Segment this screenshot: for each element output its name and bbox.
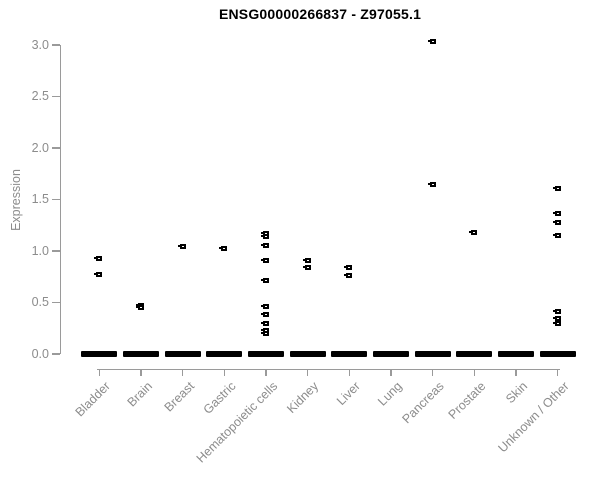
y-tick-label: 2.0 xyxy=(31,140,49,155)
zero-expression-bar xyxy=(456,351,493,357)
y-tick-label: 3.0 xyxy=(31,37,49,52)
data-point xyxy=(552,185,561,191)
data-point xyxy=(135,305,144,311)
x-tick xyxy=(556,368,559,376)
zero-expression-bar xyxy=(206,351,243,357)
y-tick xyxy=(52,44,60,46)
zero-expression-bar xyxy=(331,351,368,357)
y-tick-label: 0.0 xyxy=(31,346,49,361)
data-point xyxy=(302,257,311,263)
data-point xyxy=(260,312,269,318)
data-point xyxy=(94,255,103,261)
data-point xyxy=(177,244,186,250)
data-point xyxy=(552,320,561,326)
data-point xyxy=(552,233,561,239)
x-tick xyxy=(140,368,142,376)
zero-expression-bar xyxy=(247,351,284,357)
y-tick xyxy=(52,301,60,304)
data-point xyxy=(260,278,269,284)
x-tick xyxy=(390,368,392,376)
data-point xyxy=(427,181,436,187)
data-point xyxy=(260,230,269,236)
zero-expression-bar xyxy=(289,351,326,357)
data-point xyxy=(219,246,228,252)
y-tick xyxy=(52,353,60,355)
x-category-label-breast: Breast xyxy=(161,379,197,415)
data-point xyxy=(260,257,269,263)
x-tick xyxy=(223,368,225,376)
x-category-label-prostate: Prostate xyxy=(445,379,489,422)
x-tick xyxy=(515,368,517,376)
data-point xyxy=(260,304,269,310)
x-tick xyxy=(306,368,309,376)
y-tick xyxy=(52,198,60,201)
x-category-label-brain: Brain xyxy=(124,379,155,410)
data-point xyxy=(260,234,269,240)
data-point xyxy=(427,39,436,45)
x-category-label-unknown-other: Unknown / Other xyxy=(495,379,572,456)
x-category-label-pancreas: Pancreas xyxy=(399,379,447,427)
zero-expression-bar xyxy=(539,351,576,357)
data-point xyxy=(344,273,353,279)
data-point xyxy=(94,272,103,278)
data-point xyxy=(260,320,269,326)
x-category-label-liver: Liver xyxy=(334,379,364,409)
y-tick xyxy=(52,147,60,149)
x-tick xyxy=(348,368,350,376)
data-point xyxy=(552,316,561,322)
x-category-label-lung: Lung xyxy=(375,379,405,409)
x-tick xyxy=(473,368,476,376)
x-category-label-skin: Skin xyxy=(502,379,530,407)
zero-expression-bar xyxy=(164,351,201,357)
zero-expression-bar xyxy=(498,351,534,357)
zero-expression-bar xyxy=(81,351,118,357)
data-point xyxy=(552,219,561,225)
data-point xyxy=(552,309,561,315)
zero-expression-bar xyxy=(122,351,159,357)
x-axis-line xyxy=(97,368,560,370)
zero-expression-bar xyxy=(414,351,451,357)
x-tick xyxy=(265,368,267,376)
data-point xyxy=(552,211,561,217)
data-point xyxy=(260,330,269,336)
y-tick-label: 0.5 xyxy=(31,295,49,309)
y-tick-label: 1.0 xyxy=(31,243,49,258)
x-category-label-hematopoietic-cells: Hematopoietic cells xyxy=(193,379,280,466)
data-point xyxy=(260,243,269,249)
data-point xyxy=(344,264,353,270)
data-point xyxy=(302,264,311,270)
y-tick-label: 2.5 xyxy=(31,89,49,103)
x-category-label-bladder: Bladder xyxy=(72,379,114,420)
zero-expression-bar xyxy=(372,351,409,357)
x-category-label-kidney: Kidney xyxy=(284,379,322,416)
y-tick xyxy=(52,95,60,98)
y-axis-line xyxy=(60,45,62,354)
x-tick xyxy=(98,368,100,376)
y-tick xyxy=(52,250,60,252)
x-tick xyxy=(431,368,434,376)
y-tick-label: 1.5 xyxy=(31,192,49,206)
data-point xyxy=(469,229,478,235)
x-category-label-gastric: Gastric xyxy=(200,379,239,417)
data-point xyxy=(260,327,269,333)
x-tick xyxy=(181,368,184,376)
chart-title: ENSG00000266837 - Z97055.1 xyxy=(218,6,422,22)
